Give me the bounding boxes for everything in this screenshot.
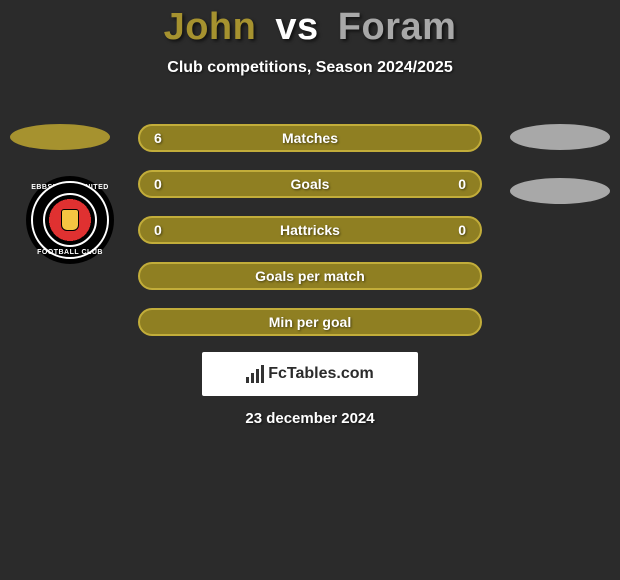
subtitle: Club competitions, Season 2024/2025 (0, 59, 620, 77)
stat-row-hattricks: 0 Hattricks 0 (138, 216, 482, 244)
badge-crest (61, 209, 79, 231)
stat-label: Min per goal (269, 314, 351, 330)
comparison-title: John vs Foram (0, 0, 620, 49)
badge-center (52, 202, 88, 238)
date-text: 23 december 2024 (0, 410, 620, 427)
bars-icon (246, 365, 264, 383)
fctables-text: FcTables.com (268, 365, 374, 383)
stat-label: Goals per match (255, 268, 365, 284)
bar-4 (261, 365, 264, 383)
fctables-watermark: FcTables.com (202, 352, 418, 396)
stat-label: Matches (282, 130, 338, 146)
stat-left-value: 6 (154, 130, 162, 146)
bar-2 (251, 373, 254, 383)
stat-rows-container: 6 Matches 0 Goals 0 0 Hattricks 0 Goals … (138, 124, 482, 354)
stat-left-value: 0 (154, 176, 162, 192)
badge-outer-circle: EBBSFLEET UNITED FOOTBALL CLUB (28, 178, 112, 262)
badge-text-bottom: FOOTBALL CLUB (28, 249, 112, 256)
stat-label: Goals (291, 176, 330, 192)
stat-right-value: 0 (458, 176, 466, 192)
stat-left-value: 0 (154, 222, 162, 238)
player2-name: Foram (338, 6, 457, 48)
stat-row-matches: 6 Matches (138, 124, 482, 152)
player1-name: John (164, 6, 257, 48)
bar-3 (256, 369, 259, 383)
bar-1 (246, 377, 249, 383)
player2-marker-ellipse-2 (510, 178, 610, 204)
stat-row-min-per-goal: Min per goal (138, 308, 482, 336)
stat-row-goals: 0 Goals 0 (138, 170, 482, 198)
stat-label: Hattricks (280, 222, 340, 238)
vs-separator: vs (275, 6, 318, 48)
stat-right-value: 0 (458, 222, 466, 238)
player1-marker-ellipse (10, 124, 110, 150)
player2-marker-ellipse-1 (510, 124, 610, 150)
club-badge: EBBSFLEET UNITED FOOTBALL CLUB (28, 178, 112, 262)
stat-row-goals-per-match: Goals per match (138, 262, 482, 290)
